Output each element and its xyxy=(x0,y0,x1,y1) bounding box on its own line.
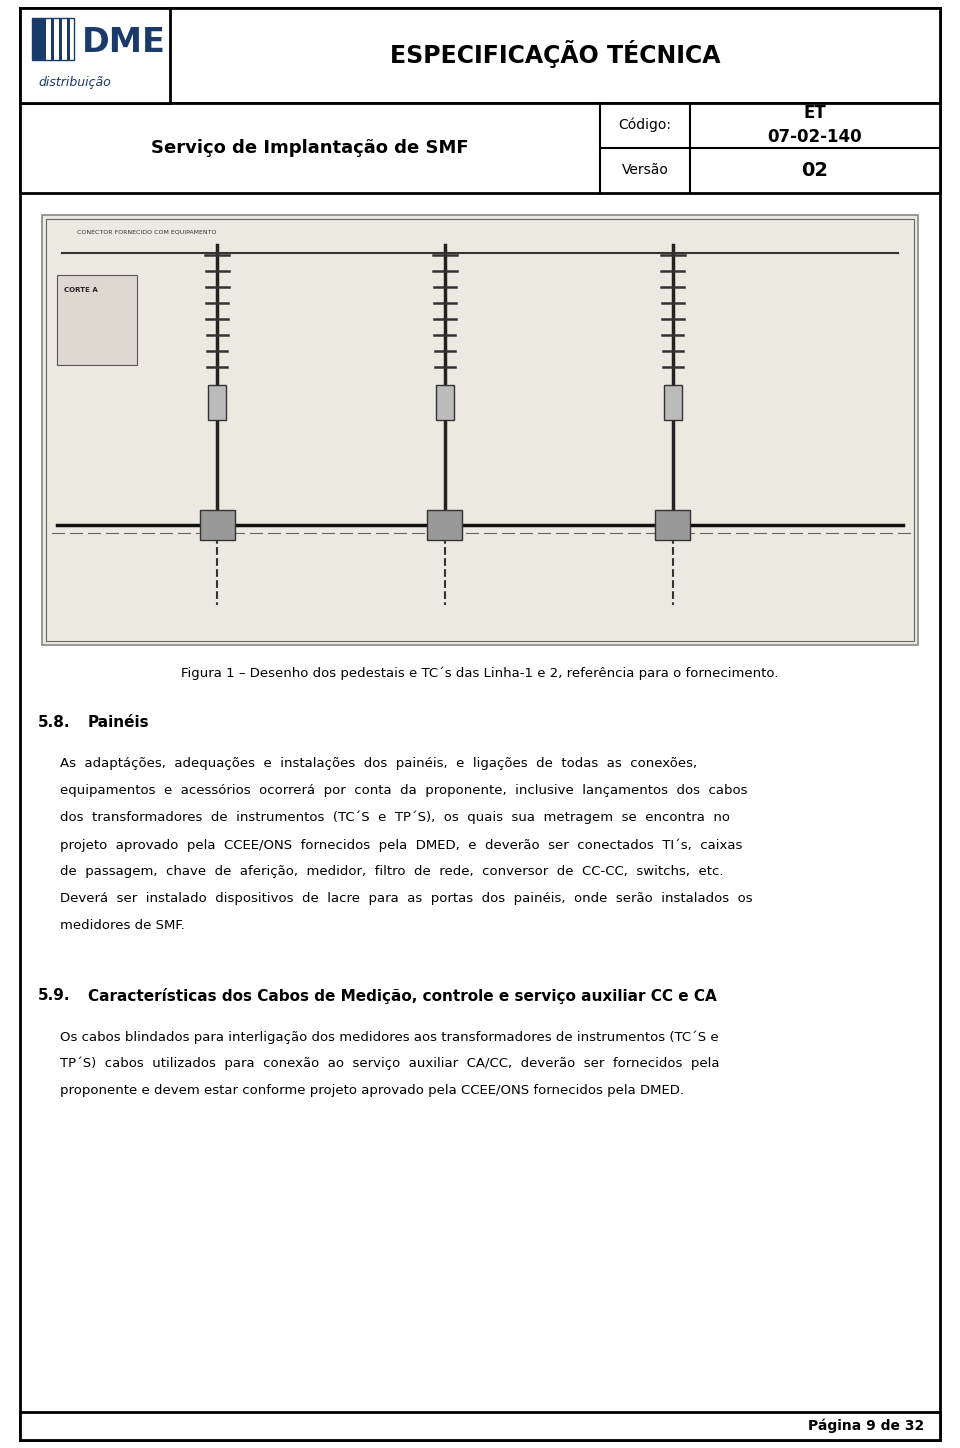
Text: Deverá  ser  instalado  dispositivos  de  lacre  para  as  portas  dos  painéis,: Deverá ser instalado dispositivos de lac… xyxy=(60,892,753,905)
Bar xyxy=(42,214,918,644)
Bar xyxy=(200,510,234,540)
Text: Características dos Cabos de Medição, controle e serviço auxiliar CC e CA: Características dos Cabos de Medição, co… xyxy=(88,988,717,1003)
Text: CONECTOR FORNECIDO COM EQUIPAMENTO: CONECTOR FORNECIDO COM EQUIPAMENTO xyxy=(77,230,217,235)
Bar xyxy=(436,385,454,420)
Text: Página 9 de 32: Página 9 de 32 xyxy=(807,1419,924,1434)
Text: CORTE A: CORTE A xyxy=(64,287,98,292)
Text: DME: DME xyxy=(82,26,166,59)
Bar xyxy=(57,275,137,365)
Text: de  passagem,  chave  de  aferição,  medidor,  filtro  de  rede,  conversor  de : de passagem, chave de aferição, medidor,… xyxy=(60,864,724,877)
Bar xyxy=(70,17,75,59)
Text: 5.9.: 5.9. xyxy=(38,988,70,1003)
Text: Painéis: Painéis xyxy=(88,715,150,730)
Bar xyxy=(20,9,170,103)
Bar xyxy=(427,510,463,540)
Bar xyxy=(32,17,74,59)
Text: 5.8.: 5.8. xyxy=(38,715,70,730)
Text: equipamentos  e  acessórios  ocorrerá  por  conta  da  proponente,  inclusive  l: equipamentos e acessórios ocorrerá por c… xyxy=(60,783,748,796)
Bar xyxy=(54,17,59,59)
Text: Os cabos blindados para interligação dos medidores aos transformadores de instru: Os cabos blindados para interligação dos… xyxy=(60,1030,719,1044)
Bar xyxy=(20,103,940,193)
Text: Versão: Versão xyxy=(621,164,668,178)
Bar xyxy=(62,17,67,59)
Text: distribuição: distribuição xyxy=(38,75,110,88)
Text: medidores de SMF.: medidores de SMF. xyxy=(60,919,185,933)
Bar xyxy=(46,17,51,59)
Bar xyxy=(656,510,690,540)
Bar xyxy=(20,1412,940,1439)
Text: projeto  aprovado  pela  CCEE/ONS  fornecidos  pela  DMED,  e  deverão  ser  con: projeto aprovado pela CCEE/ONS fornecido… xyxy=(60,838,742,851)
Bar xyxy=(32,17,74,59)
Text: As  adaptáções,  adequações  e  instalações  dos  painéis,  e  ligações  de  tod: As adaptáções, adequações e instalações … xyxy=(60,757,697,770)
Text: ET
07-02-140: ET 07-02-140 xyxy=(768,103,862,146)
Text: TP´S)  cabos  utilizados  para  conexão  ao  serviço  auxiliar  CA/CC,  deverão : TP´S) cabos utilizados para conexão ao s… xyxy=(60,1057,719,1070)
Text: 02: 02 xyxy=(802,161,828,180)
Text: dos  transformadores  de  instrumentos  (TC´S  e  TP´S),  os  quais  sua  metrag: dos transformadores de instrumentos (TC´… xyxy=(60,811,730,824)
Text: Figura 1 – Desenho dos pedestais e TC´s das Linha-1 e 2, referência para o forne: Figura 1 – Desenho dos pedestais e TC´s … xyxy=(181,668,779,681)
Text: Código:: Código: xyxy=(618,117,671,132)
Bar xyxy=(663,385,682,420)
Text: ESPECIFICAÇÃO TÉCNICA: ESPECIFICAÇÃO TÉCNICA xyxy=(390,39,720,68)
Bar xyxy=(20,9,940,103)
Text: proponente e devem estar conforme projeto aprovado pela CCEE/ONS fornecidos pela: proponente e devem estar conforme projet… xyxy=(60,1085,684,1098)
Text: Serviço de Implantação de SMF: Serviço de Implantação de SMF xyxy=(151,139,468,156)
Bar xyxy=(46,219,914,641)
Bar xyxy=(208,385,227,420)
